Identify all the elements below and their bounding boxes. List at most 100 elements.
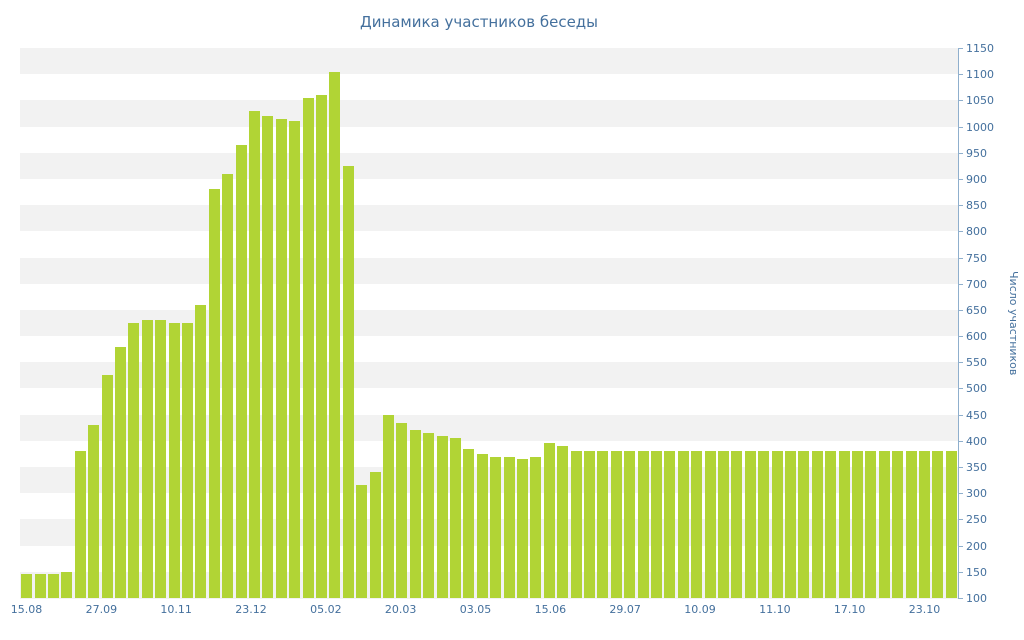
x-axis-label: 17.10 [833, 603, 866, 616]
plot-area [20, 48, 958, 598]
bar [48, 574, 59, 598]
y-axis-label: 850 [966, 199, 987, 213]
bar [275, 118, 287, 598]
bar [852, 451, 863, 598]
y-axis-tick [958, 467, 963, 469]
bar [584, 451, 595, 598]
y-axis-tick [958, 388, 963, 390]
bar [235, 144, 247, 598]
bar [503, 456, 515, 598]
y-axis-label: 600 [966, 330, 987, 344]
y-axis-tick [958, 152, 963, 154]
bar [155, 320, 167, 598]
x-axis-label: 27.09 [85, 603, 118, 616]
bar [865, 451, 877, 598]
y-axis-label: 150 [966, 565, 987, 579]
bar [476, 453, 488, 598]
bar [718, 451, 729, 598]
bar [450, 438, 461, 598]
bar [342, 165, 354, 598]
x-axis-label: 23.10 [908, 603, 941, 616]
plot-band [20, 152, 958, 179]
bar [530, 456, 542, 598]
y-axis-label: 800 [966, 225, 987, 239]
bar [691, 451, 703, 598]
bar [436, 435, 448, 598]
bar [704, 451, 716, 598]
bar [945, 451, 957, 598]
bar [208, 189, 220, 598]
y-axis-label: 400 [966, 434, 987, 448]
plot-band [20, 126, 958, 153]
y-axis-tick [958, 493, 963, 495]
y-axis-label: 350 [966, 461, 987, 475]
y-axis-label: 200 [966, 539, 987, 553]
bar [262, 116, 274, 598]
bar [651, 451, 662, 598]
y-axis-line [958, 48, 959, 599]
bar [61, 571, 73, 598]
y-axis-label: 100 [966, 592, 987, 605]
bar [597, 451, 609, 598]
bar [892, 451, 904, 598]
bar [88, 425, 100, 598]
bar [570, 451, 582, 598]
bar [744, 451, 756, 598]
bar [222, 173, 234, 598]
y-axis-label: 300 [966, 487, 987, 501]
bar [637, 451, 649, 598]
bar [302, 97, 314, 598]
y-axis-label: 1050 [966, 94, 994, 108]
bar [905, 451, 917, 598]
y-axis-tick [958, 519, 963, 521]
y-axis-tick [958, 571, 963, 573]
bar [490, 456, 502, 598]
bar [423, 433, 435, 598]
x-axis-label: 05.02 [310, 603, 342, 616]
y-axis-tick [958, 178, 963, 180]
bar [825, 451, 837, 598]
bar [758, 451, 770, 598]
bar [101, 375, 113, 598]
bar [249, 110, 260, 598]
x-axis-label: 29.07 [609, 603, 641, 616]
bar [919, 451, 930, 598]
bar [517, 459, 528, 598]
y-axis-label: 750 [966, 251, 987, 265]
bar [932, 451, 944, 598]
y-axis-title: Число участников [1007, 270, 1020, 376]
y-axis-tick [958, 74, 963, 76]
bar [369, 472, 381, 598]
y-axis-label: 650 [966, 303, 987, 317]
bar [731, 451, 743, 598]
bar [610, 451, 622, 598]
bar [624, 451, 636, 598]
bar [543, 443, 555, 598]
plot-band [20, 48, 958, 75]
x-axis-label: 10.11 [160, 603, 192, 616]
y-axis-tick [958, 48, 963, 49]
y-axis-tick [958, 414, 963, 416]
bar [463, 448, 475, 598]
y-axis-label: 550 [966, 356, 987, 370]
x-axis-label: 15.08 [10, 603, 43, 616]
x-axis-label: 20.03 [384, 603, 417, 616]
y-axis-tick [958, 440, 963, 442]
bar [289, 121, 301, 598]
bar [771, 451, 783, 598]
bar [316, 95, 327, 598]
plot-band [20, 205, 958, 232]
x-axis-line [20, 598, 959, 599]
bar [128, 323, 140, 598]
plot-band [20, 231, 958, 258]
plot-band [20, 100, 958, 127]
y-axis-tick [958, 231, 963, 233]
y-axis-label: 450 [966, 408, 987, 422]
bar [811, 451, 823, 598]
y-axis-label: 500 [966, 382, 987, 396]
bar [74, 451, 86, 598]
y-axis-tick [958, 336, 963, 338]
y-axis-tick [958, 100, 963, 102]
bar [664, 451, 676, 598]
y-axis-label: 1000 [966, 120, 994, 134]
